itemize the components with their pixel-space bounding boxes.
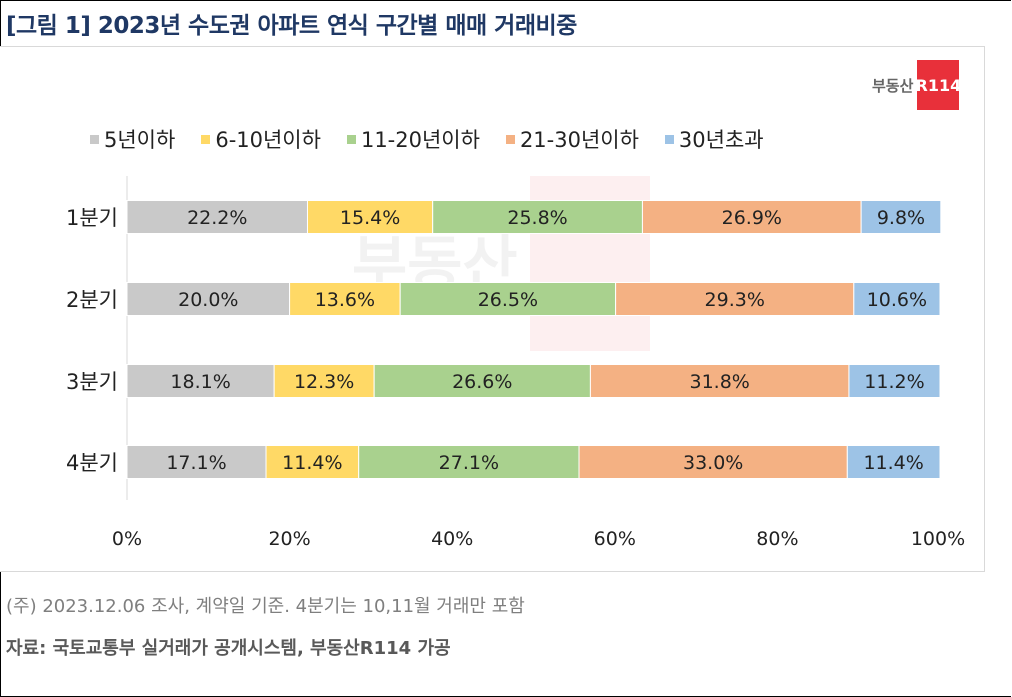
data-label: 27.1% bbox=[439, 452, 499, 474]
bar-segment bbox=[399, 282, 617, 316]
legend-item: 5년이하 bbox=[90, 124, 175, 154]
footnote: (주) 2023.12.06 조사, 계약일 기준. 4분기는 10,11월 거… bbox=[6, 596, 525, 617]
data-label: 10.6% bbox=[867, 289, 927, 311]
data-label: 26.5% bbox=[478, 289, 538, 311]
data-label: 15.4% bbox=[340, 207, 400, 229]
data-label: 22.2% bbox=[187, 207, 247, 229]
legend-label: 21-30년이하 bbox=[519, 128, 639, 152]
source-note: 자료: 국토교통부 실거래가 공개시스템, 부동산R114 가공 bbox=[6, 638, 451, 659]
legend-swatch bbox=[664, 134, 674, 144]
bar-segment bbox=[848, 364, 941, 398]
logo-badge: R114 bbox=[916, 60, 961, 110]
x-tick-label: 80% bbox=[756, 528, 798, 550]
legend-item: 6-10년이하 bbox=[201, 124, 321, 154]
data-label: 11.4% bbox=[282, 452, 342, 474]
legend-swatch bbox=[201, 134, 211, 144]
data-label: 18.1% bbox=[170, 371, 230, 393]
legend-swatch bbox=[505, 134, 515, 144]
data-label: 26.6% bbox=[452, 371, 512, 393]
bar-segment bbox=[853, 282, 941, 316]
legend-label: 5년이하 bbox=[104, 128, 176, 152]
x-tick-label: 60% bbox=[594, 528, 636, 550]
legend-swatch bbox=[346, 134, 356, 144]
data-label: 11.2% bbox=[864, 371, 924, 393]
data-label: 33.0% bbox=[683, 452, 743, 474]
bar-segment bbox=[273, 364, 375, 398]
data-label: 25.8% bbox=[507, 207, 567, 229]
x-tick-label: 20% bbox=[268, 528, 310, 550]
legend-label: 6-10년이하 bbox=[215, 128, 321, 152]
category-label: 4분기 bbox=[66, 451, 118, 475]
legend: 5년이하 6-10년이하 11-20년이하 21-30년이하 30년초과 bbox=[90, 124, 790, 154]
category-label: 1분기 bbox=[66, 206, 118, 230]
bar-segment bbox=[589, 364, 850, 398]
data-label: 9.8% bbox=[877, 207, 925, 229]
legend-item: 21-30년이하 bbox=[505, 124, 639, 154]
data-label: 26.9% bbox=[722, 207, 782, 229]
legend-label: 30년초과 bbox=[678, 128, 764, 152]
bar-segment bbox=[860, 200, 942, 234]
bar-segment bbox=[641, 200, 862, 234]
x-tick-label: 100% bbox=[911, 528, 965, 550]
legend-item: 11-20년이하 bbox=[346, 124, 480, 154]
bar-segment bbox=[358, 445, 580, 479]
x-tick-label: 0% bbox=[112, 528, 142, 550]
bar-segment bbox=[126, 364, 275, 398]
data-label: 17.1% bbox=[166, 452, 226, 474]
figure-title: [그림 1] 2023년 수도권 아파트 연식 구간별 매매 거래비중 bbox=[6, 13, 577, 39]
data-label: 20.0% bbox=[178, 289, 238, 311]
data-label: 31.8% bbox=[689, 371, 749, 393]
bar-segment bbox=[846, 445, 941, 479]
x-tick-label: 40% bbox=[431, 528, 473, 550]
legend-swatch bbox=[90, 134, 99, 144]
category-label: 3분기 bbox=[66, 370, 118, 394]
bar-segment bbox=[126, 282, 291, 316]
logo-text: 부동산 bbox=[872, 76, 914, 95]
data-label: 11.4% bbox=[863, 452, 923, 474]
data-label: 13.6% bbox=[315, 289, 375, 311]
data-label: 12.3% bbox=[294, 371, 354, 393]
bar-segment bbox=[126, 200, 308, 234]
data-label: 29.3% bbox=[705, 289, 765, 311]
bar-segment bbox=[432, 200, 643, 234]
category-label: 2분기 bbox=[66, 288, 118, 312]
legend-item: 30년초과 bbox=[664, 124, 764, 154]
r114-logo: 부동산 R114 bbox=[872, 60, 961, 110]
legend-label: 11-20년이하 bbox=[360, 128, 480, 152]
